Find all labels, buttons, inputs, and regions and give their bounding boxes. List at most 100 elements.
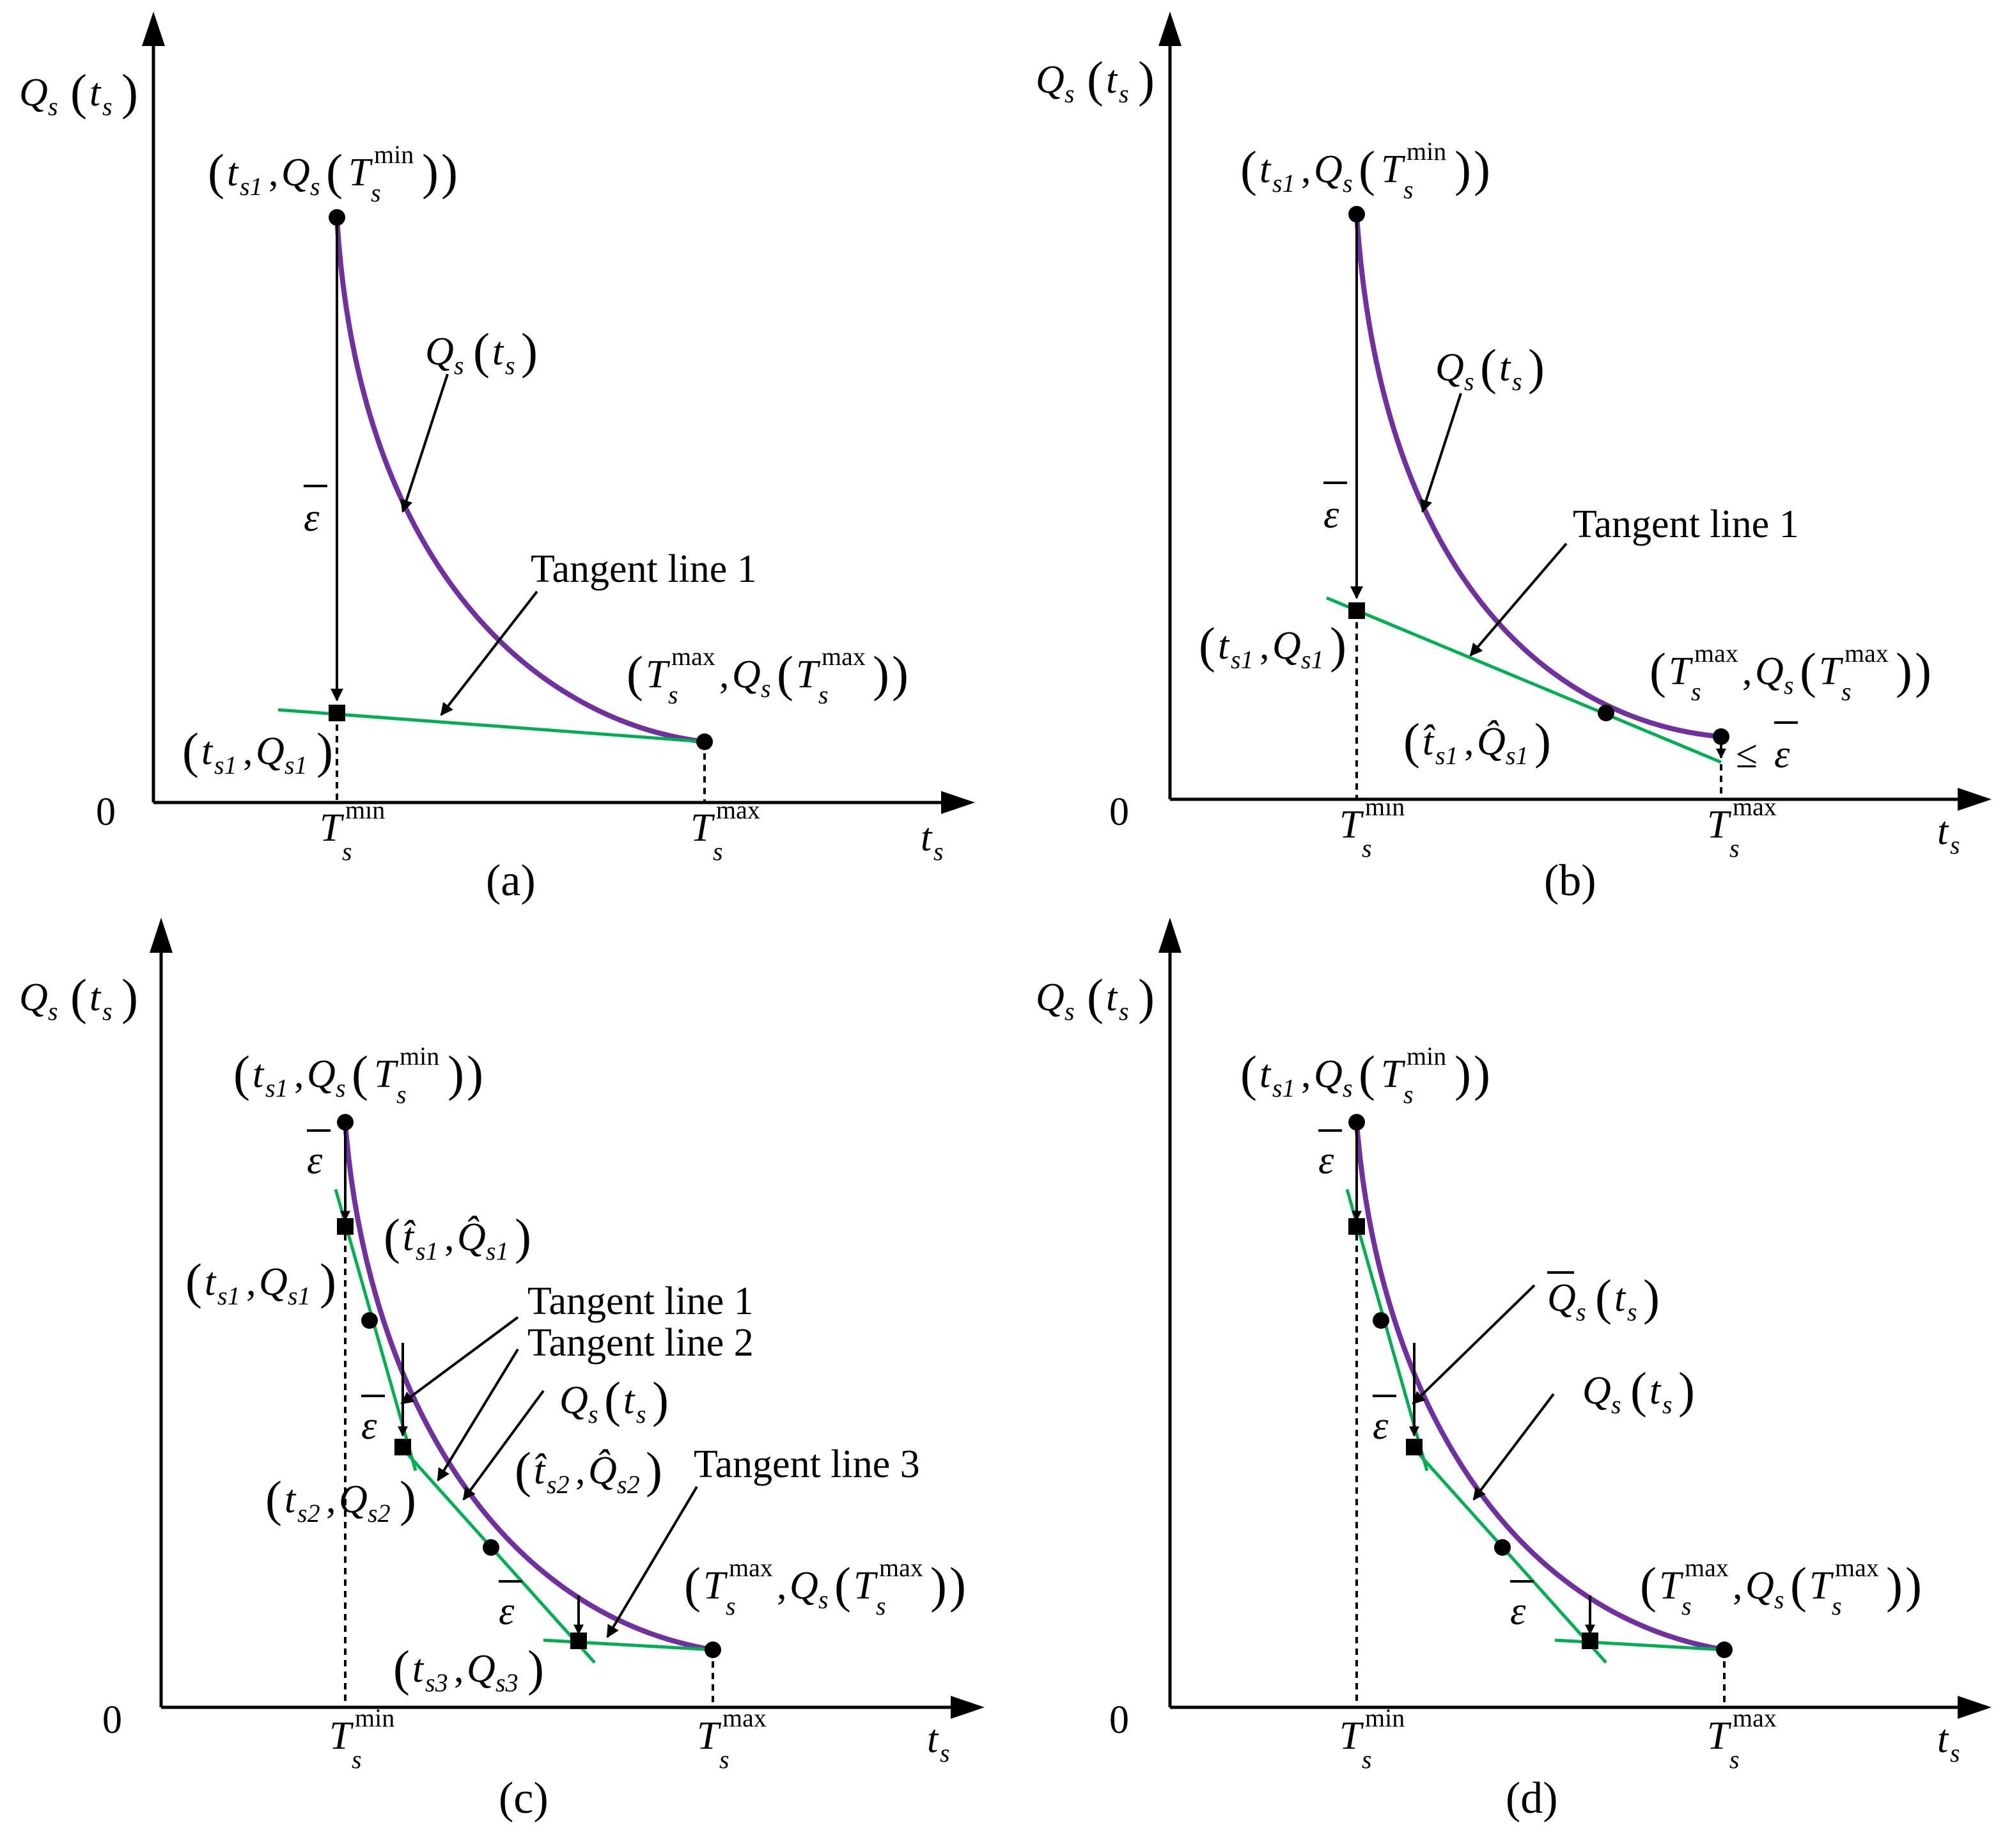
svg-text:(: ( — [384, 1209, 400, 1264]
tangent-point-label: (t̂ s1, Q̂ s1) — [1403, 713, 1551, 770]
svg-text:Q: Q — [1755, 650, 1784, 693]
svg-text:t: t — [285, 1478, 297, 1521]
svg-text:s: s — [505, 351, 515, 380]
svg-text:Q: Q — [1745, 1564, 1774, 1608]
curve-pointer — [1420, 393, 1462, 513]
svg-text:s: s — [818, 680, 829, 709]
tangent-line-2-label: Tangent line 2 — [527, 1321, 754, 1365]
svg-text:(: ( — [1403, 713, 1420, 769]
svg-text:(: ( — [1087, 51, 1103, 107]
svg-text:): ) — [1454, 141, 1471, 196]
svg-text:s1: s1 — [1506, 741, 1529, 770]
tangent-line-1 — [277, 708, 705, 744]
tangent-line-1-label: Tangent line 1 — [531, 547, 757, 591]
svg-text:s: s — [818, 1585, 829, 1614]
svg-text:(: ( — [1595, 1269, 1612, 1325]
svg-text:max: max — [671, 642, 715, 671]
svg-text:t: t — [1259, 1053, 1272, 1096]
start-point — [337, 1114, 354, 1131]
tangent-start-square-3 — [570, 1633, 587, 1649]
svg-text:s: s — [48, 92, 58, 121]
svg-text:(: ( — [1199, 617, 1215, 673]
svg-text:s1: s1 — [486, 1237, 509, 1265]
svg-text:,: , — [719, 653, 729, 696]
svg-text:): ) — [467, 1045, 483, 1101]
svg-text:min: min — [1407, 1042, 1446, 1070]
svg-text:s: s — [1832, 1592, 1842, 1620]
svg-text:): ) — [521, 323, 538, 379]
svg-text:t: t — [623, 1379, 636, 1422]
qs-curve — [343, 1122, 714, 1652]
svg-text:T: T — [1809, 1564, 1834, 1608]
svg-text:,: , — [444, 1216, 455, 1259]
svg-text:Q: Q — [307, 1053, 336, 1096]
svg-text:t: t — [1259, 148, 1272, 191]
svg-text:,: , — [1742, 650, 1752, 693]
svg-text:s: s — [588, 1400, 598, 1429]
svg-text:min: min — [355, 1703, 394, 1732]
tolerance-label: ≤ ε — [1736, 721, 1798, 776]
svg-text:): ) — [1330, 617, 1346, 673]
svg-text:s3: s3 — [495, 1668, 519, 1697]
svg-text:): ) — [873, 646, 889, 701]
svg-text:Q: Q — [1272, 624, 1301, 668]
curve-pointer — [462, 1390, 545, 1501]
tangent-line-1-label: Tangent line 1 — [1573, 503, 1799, 546]
svg-text:T: T — [320, 806, 345, 850]
svg-text:,: , — [1301, 148, 1311, 191]
svg-text:s1: s1 — [240, 172, 263, 201]
svg-text:t̂: t̂ — [534, 1449, 547, 1492]
svg-text:,: , — [1259, 624, 1270, 668]
svg-text:s: s — [1729, 834, 1740, 863]
svg-text:s2: s2 — [547, 1470, 570, 1499]
svg-text:t̂: t̂ — [403, 1216, 416, 1259]
x-axis-arrowhead — [941, 791, 975, 814]
tangent-point-2 — [483, 1539, 499, 1556]
svg-text:s1: s1 — [416, 1237, 439, 1265]
svg-text:t: t — [1937, 810, 1949, 853]
svg-text:t: t — [921, 816, 933, 859]
svg-text:T: T — [1707, 803, 1732, 847]
svg-text:s: s — [1343, 169, 1353, 198]
svg-text:s: s — [310, 172, 320, 201]
svg-text:): ) — [1138, 969, 1155, 1024]
svg-text:(: ( — [1359, 1045, 1375, 1101]
x-axis-arrowhead — [1958, 1696, 1992, 1719]
svg-text:(: ( — [70, 969, 87, 1024]
svg-text:t: t — [90, 71, 102, 114]
svg-text:T: T — [1381, 1053, 1406, 1096]
svg-text:Q: Q — [790, 1564, 818, 1608]
svg-text:t: t — [1649, 1369, 1662, 1413]
tangent-pointer — [1469, 542, 1568, 657]
tangent-start-square-2 — [394, 1439, 411, 1455]
tangent-point-2 — [1494, 1539, 1511, 1556]
svg-text:≤: ≤ — [1736, 733, 1758, 776]
svg-text:t: t — [1614, 1276, 1626, 1320]
svg-text:Q: Q — [259, 1260, 288, 1304]
svg-text:Q: Q — [256, 730, 285, 773]
svg-text:(: ( — [185, 1253, 202, 1309]
svg-text:(: ( — [1630, 1362, 1647, 1418]
svg-text:(: ( — [326, 144, 343, 200]
origin-label: 0 — [1109, 1698, 1129, 1742]
svg-text:t: t — [412, 1647, 425, 1691]
svg-text:): ) — [316, 723, 333, 778]
svg-text:s1: s1 — [1231, 645, 1254, 674]
svg-text:s: s — [1841, 677, 1852, 706]
